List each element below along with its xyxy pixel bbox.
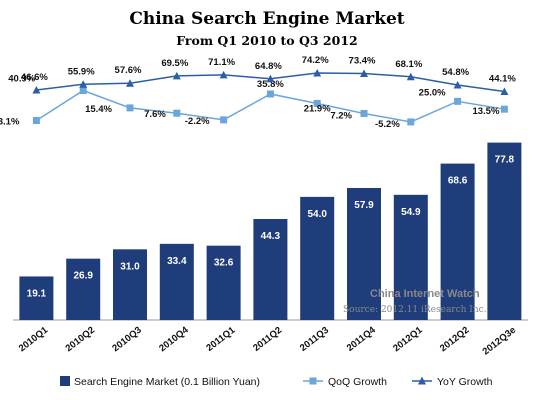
x-tick-2010Q2: 2010Q2 (64, 325, 97, 354)
bar-2012Q1 (393, 194, 428, 320)
qoq-label-2012Q2: 25.0% (419, 87, 446, 98)
bar-2011Q1 (206, 245, 241, 320)
qoq-label-2012Q1: -5.2% (375, 119, 400, 130)
yoy-point-2012Q2 (453, 80, 462, 89)
qoq-point-2011Q1 (220, 116, 228, 124)
qoq-point-2012Q3e (500, 105, 508, 113)
bar-2012Q2 (440, 163, 475, 320)
qoq-point-2011Q3 (313, 99, 321, 107)
yoy-label-2010Q4: 69.5% (161, 58, 188, 69)
bar-label-2012Q3e: 77.8 (495, 155, 515, 166)
yoy-label-2011Q3: 74.2% (302, 55, 329, 66)
qoq-point-2012Q1 (407, 118, 415, 126)
chart-subtitle: From Q1 2010 to Q3 2012 (176, 33, 357, 48)
yoy-point-2010Q3 (126, 79, 134, 87)
watermark-brand: China Internet Watch (370, 288, 480, 300)
bar-label-2010Q4: 33.4 (167, 256, 187, 267)
bar-label-2011Q1: 32.6 (214, 258, 234, 269)
qoq-label-2011Q3: 21.9% (304, 103, 331, 114)
bar-label-2010Q3: 31.0 (120, 261, 140, 272)
yoy-point-2010Q2 (79, 80, 88, 88)
qoq-point-2010Q2 (79, 87, 87, 94)
yoy-label-2011Q1: 71.1% (208, 57, 235, 68)
qoq-series: -3.1% 40.9% 15.4% 7.6% -2.2% 35.8% 21.9%7.2% -5… (0, 74, 508, 130)
bar-label-2010Q1: 19.1 (27, 288, 47, 299)
qoq-label-2010Q1: -3.1% (0, 117, 20, 128)
qoq-point-2011Q4 (360, 109, 368, 117)
qoq-point-2011Q2 (266, 90, 274, 98)
bar-2010Q1 (19, 276, 54, 320)
x-tick-2012Q2: 2012Q2 (438, 325, 471, 354)
yoy-point-2012Q3e (500, 87, 509, 96)
legend-swatch-qoq-marker (309, 377, 317, 385)
x-tick-2012Q1: 2012Q1 (391, 324, 425, 354)
chart-title: China Search Engine Market (129, 9, 404, 29)
x-tick-2011Q3: 2011Q3 (298, 325, 331, 354)
qoq-point-2012Q2 (454, 97, 462, 105)
qoq-point-2010Q3 (126, 104, 134, 112)
qoq-label-2012Q3e: 13.5% (472, 106, 499, 117)
yoy-point-2010Q1 (32, 86, 41, 94)
x-tick-2010Q4: 2010Q4 (157, 324, 191, 354)
yoy-point-2010Q4 (172, 71, 181, 80)
bar-series (19, 142, 522, 320)
yoy-label-2012Q2: 54.8% (442, 67, 469, 78)
qoq-label-2011Q1: -2.2% (185, 116, 210, 127)
yoy-label-2011Q2: 64.8% (255, 61, 282, 72)
yoy-point-2011Q3 (313, 69, 322, 77)
bar-label-2012Q1: 54.9 (401, 207, 421, 218)
qoq-label-2011Q2: 35.8% (257, 79, 284, 90)
x-tick-2012Q3e: 2012Q3e (481, 325, 519, 358)
x-tick-2010Q3: 2010Q3 (110, 325, 143, 354)
yoy-point-2011Q2 (266, 74, 275, 83)
qoq-label-2010Q3: 15.4% (85, 104, 112, 115)
qoq-point-2010Q4 (173, 109, 181, 117)
bar-label-2011Q2: 44.3 (261, 231, 281, 242)
yoy-label-2010Q2: 55.9% (68, 66, 95, 77)
bar-2011Q4 (347, 187, 381, 320)
bar-label-2011Q4: 57.9 (354, 200, 374, 211)
bar-2011Q2 (253, 218, 288, 320)
yoy-point-2012Q1 (406, 72, 415, 81)
yoy-series: 46.6% 55.9% 57.6% 69.5% 71.1% 64.8% 74.2% 73.4%… (21, 55, 516, 96)
yoy-label-2010Q1: 46.6% (21, 72, 48, 83)
legend-label-qoq: QoQ Growth (328, 376, 387, 388)
yoy-label-2011Q4: 73.4% (349, 55, 376, 66)
bar-label-2010Q2: 26.9 (73, 271, 93, 282)
yoy-point-2011Q1 (219, 70, 228, 79)
legend-swatch-yoy-marker (418, 376, 426, 385)
bar-2010Q4 (159, 243, 194, 320)
legend-label-yoy: YoY Growth (437, 376, 493, 388)
watermark-source: Source: 2012.11 iResearch Inc. (343, 305, 487, 315)
bar-2011Q3 (300, 196, 335, 320)
legend: Search Engine Market (0.1 Billion Yuan) … (60, 376, 493, 388)
legend-label-market: Search Engine Market (0.1 Billion Yuan) (74, 376, 260, 388)
bar-label-2012Q2: 68.6 (448, 176, 468, 187)
bar-label-2011Q3: 54.0 (307, 209, 327, 220)
yoy-label-2012Q1: 68.1% (395, 59, 422, 70)
x-axis-ticks: 2010Q1 2010Q2 2010Q3 2010Q4 2011Q1 2011Q2 2011… (17, 324, 518, 357)
qoq-point-2010Q1 (32, 117, 40, 124)
x-tick-2011Q4: 2011Q4 (345, 324, 379, 354)
qoq-label-2010Q2: 40.9% (8, 74, 35, 85)
x-tick-2011Q1: 2011Q1 (204, 324, 238, 354)
x-tick-2011Q2: 2011Q2 (251, 325, 284, 354)
bar-2010Q2 (66, 258, 101, 320)
bar-data-labels: 19.1 26.9 31.0 33.4 32.6 44.3 54.0 57.9 54.9 68.6… (27, 155, 515, 300)
bar-2010Q3 (113, 249, 147, 320)
yoy-label-2010Q3: 57.6% (115, 65, 142, 76)
yoy-point-2011Q4 (360, 69, 368, 77)
watermark: China Internet Watch Source: 2012.11 iRe… (343, 288, 487, 315)
qoq-label-2010Q4: 7.6% (144, 109, 166, 120)
legend-swatch-market (60, 376, 70, 386)
x-tick-2010Q1: 2010Q1 (17, 324, 51, 354)
yoy-label-2012Q3e: 44.1% (489, 74, 516, 85)
bar-2012Q3e (487, 142, 522, 320)
qoq-label-2011Q4: 7.2% (330, 110, 352, 121)
